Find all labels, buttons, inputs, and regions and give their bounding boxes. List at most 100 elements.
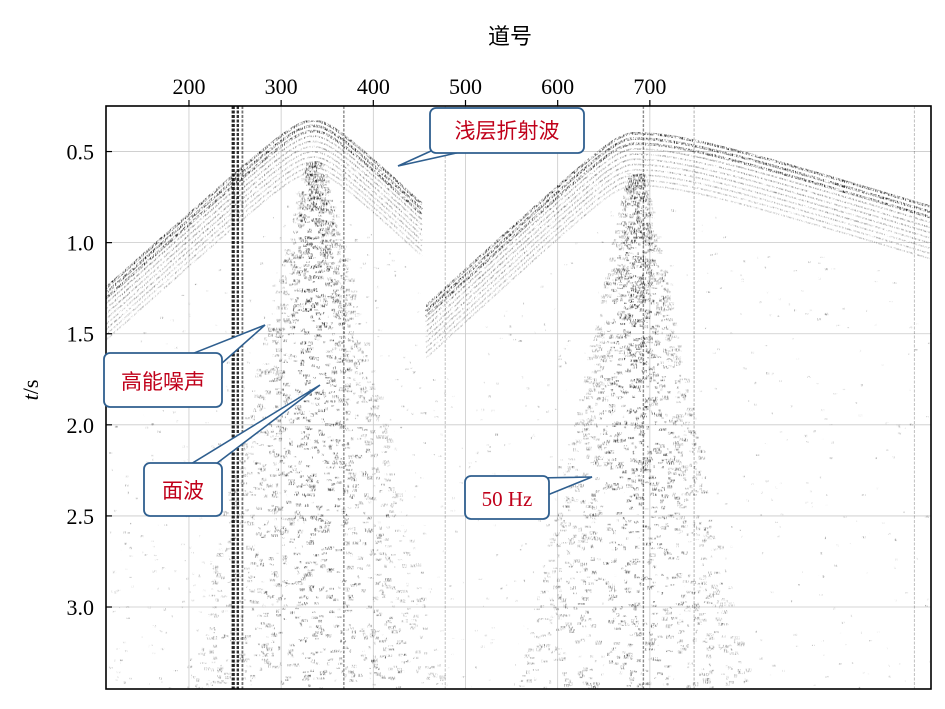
wave-speck bbox=[376, 396, 384, 400]
wave-speck bbox=[320, 677, 325, 680]
wave-speck bbox=[722, 644, 729, 648]
noise-speck bbox=[609, 650, 613, 653]
noise-speck bbox=[112, 570, 117, 574]
wave-speck bbox=[331, 244, 338, 248]
wave-speck bbox=[583, 472, 589, 475]
noise-speck bbox=[211, 445, 214, 448]
wave-speck bbox=[228, 498, 234, 501]
wave-speck bbox=[652, 465, 656, 469]
wave-speck bbox=[273, 405, 280, 409]
wave-speck bbox=[630, 379, 637, 382]
noise-speck bbox=[759, 301, 762, 304]
noise-speck bbox=[308, 625, 312, 628]
wave-speck bbox=[637, 318, 643, 323]
wave-speck bbox=[354, 341, 361, 346]
wave-speck bbox=[300, 576, 306, 581]
wave-speck bbox=[628, 275, 633, 279]
noise-speck bbox=[198, 574, 200, 577]
noise-speck bbox=[393, 447, 397, 451]
wave-speck bbox=[246, 545, 253, 550]
wave-speck bbox=[584, 442, 587, 445]
noise-speck bbox=[861, 536, 866, 539]
wave-speck bbox=[305, 308, 312, 312]
wave-speck bbox=[238, 653, 246, 656]
noise-speck bbox=[445, 683, 448, 687]
wave-speck bbox=[318, 627, 322, 630]
wave-speck bbox=[651, 262, 656, 265]
wave-speck bbox=[198, 653, 203, 656]
wave-speck bbox=[664, 421, 667, 425]
wave-speck bbox=[623, 333, 626, 335]
noise-speck bbox=[378, 329, 383, 332]
wave-speck bbox=[681, 393, 686, 396]
wave-speck bbox=[657, 356, 662, 358]
annotation-surface-label: 面波 bbox=[162, 479, 204, 503]
wave-speck bbox=[275, 367, 280, 371]
noise-speck bbox=[831, 441, 834, 444]
wave-speck bbox=[544, 618, 550, 620]
wave-speck bbox=[409, 623, 417, 626]
refraction-band bbox=[425, 184, 931, 359]
wave-speck bbox=[673, 353, 676, 355]
noise-speck bbox=[339, 356, 342, 358]
wave-speck bbox=[351, 673, 356, 678]
noise-speck bbox=[458, 465, 461, 468]
wave-speck bbox=[350, 317, 353, 320]
wave-speck bbox=[638, 278, 644, 283]
wave-speck bbox=[304, 637, 310, 639]
wave-speck bbox=[250, 514, 255, 519]
noise-speck bbox=[403, 356, 406, 359]
wave-speck bbox=[319, 269, 324, 273]
wave-speck bbox=[332, 395, 340, 399]
wave-speck bbox=[622, 651, 626, 654]
wave-speck bbox=[648, 281, 654, 286]
wave-speck bbox=[738, 671, 745, 675]
noise-speck bbox=[515, 599, 518, 602]
wave-speck bbox=[606, 462, 613, 465]
refraction-band bbox=[106, 156, 423, 325]
noise-speck bbox=[111, 590, 113, 593]
noise-speck bbox=[269, 484, 273, 488]
noise-speck bbox=[630, 681, 634, 685]
wave-speck bbox=[640, 298, 648, 302]
wave-speck bbox=[616, 340, 620, 345]
noise-speck bbox=[262, 643, 265, 646]
wave-speck bbox=[605, 562, 610, 565]
wave-speck bbox=[346, 429, 353, 432]
wave-speck bbox=[629, 300, 634, 303]
noise-speck bbox=[820, 256, 825, 258]
wave-speck bbox=[626, 562, 631, 566]
wave-speck bbox=[629, 179, 637, 184]
wave-speck bbox=[322, 232, 329, 237]
wave-speck bbox=[383, 478, 391, 482]
wave-speck bbox=[329, 252, 333, 256]
noise-speck bbox=[165, 343, 168, 345]
wave-speck bbox=[277, 291, 284, 294]
noise-speck bbox=[916, 557, 919, 560]
noise-speck bbox=[405, 368, 409, 370]
wave-speck bbox=[283, 260, 288, 264]
noise-speck bbox=[614, 530, 616, 532]
wave-speck bbox=[629, 296, 633, 299]
wave-speck bbox=[332, 298, 340, 303]
noise-speck bbox=[416, 603, 419, 605]
noise-speck bbox=[386, 264, 391, 266]
wave-speck bbox=[386, 439, 394, 443]
noise-speck bbox=[803, 434, 808, 438]
noise-speck bbox=[268, 661, 272, 664]
wave-speck bbox=[632, 450, 636, 455]
wave-speck bbox=[629, 214, 634, 219]
wave-speck bbox=[607, 356, 612, 359]
wave-speck bbox=[300, 238, 304, 242]
wave-speck bbox=[622, 391, 629, 394]
wave-speck bbox=[257, 614, 263, 617]
wave-speck bbox=[626, 191, 632, 195]
wave-speck bbox=[630, 458, 637, 463]
noise-speck bbox=[300, 582, 304, 586]
wave-speck bbox=[242, 492, 249, 496]
wave-speck bbox=[319, 671, 326, 676]
wave-speck bbox=[398, 653, 403, 657]
wave-speck bbox=[348, 310, 354, 315]
wave-speck bbox=[662, 608, 669, 612]
noise-speck bbox=[554, 498, 557, 501]
